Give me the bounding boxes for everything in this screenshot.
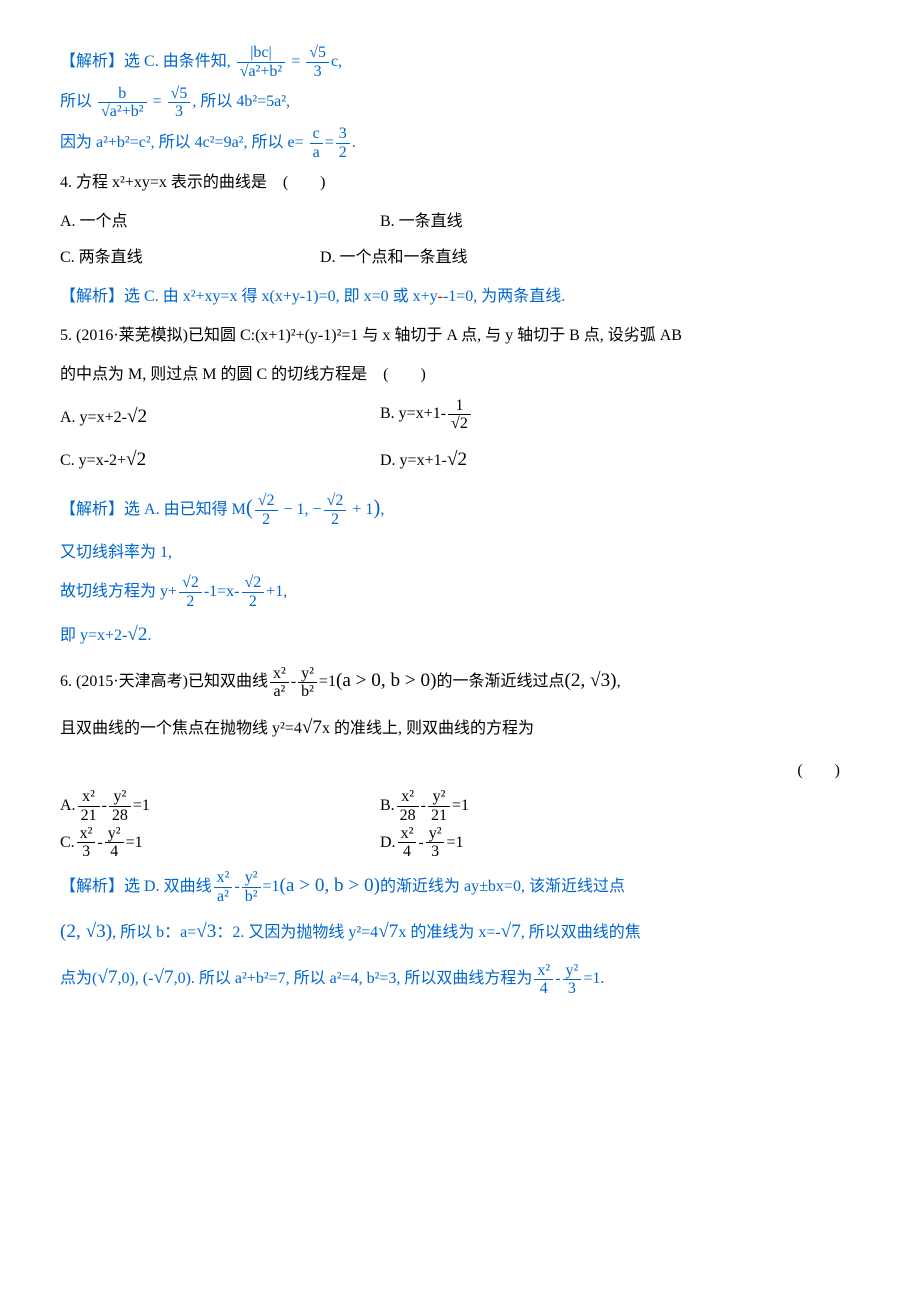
fraction: 32 xyxy=(336,125,350,161)
q5-options-row1: A. y=x+2-√2 B. y=x+1-1√2 xyxy=(60,396,860,438)
q6-solution-line3: 点为(√7,0), (-√7,0). 所以 a²+b²=7, 所以 a²=4, … xyxy=(60,957,860,999)
q4-solution: 【解析】选 C. 由 x²+xy=x 得 x(x+y-1)=0, 即 x=0 或… xyxy=(60,279,860,314)
fraction: ca xyxy=(310,125,323,161)
q5-solution-line2: 又切线斜率为 1, xyxy=(60,535,860,570)
fraction: √53 xyxy=(168,85,191,121)
q3-solution-line1: 【解析】选 C. 由条件知, |bc|√a²+b² = √53c, xyxy=(60,44,860,80)
fraction: b√a²+b² xyxy=(98,85,147,121)
q6-option-a: A.x²21-y²28=1 xyxy=(60,788,380,824)
q4-option-b: B. 一条直线 xyxy=(380,204,860,239)
q6-option-b: B.x²28-y²21=1 xyxy=(380,788,860,824)
q6-option-c: C.x²3-y²4=1 xyxy=(60,825,380,861)
q5-option-b: B. y=x+1-1√2 xyxy=(380,396,860,438)
solution-prefix: 【解析】 xyxy=(60,878,124,895)
q5-solution-line3: 故切线方程为 y+√22-1=x-√22+1, xyxy=(60,574,860,610)
q6-options-row2: C.x²3-y²4=1 D.x²4-y²3=1 xyxy=(60,825,860,861)
q5-options-row2: C. y=x-2+√2 D. y=x+1-√2 xyxy=(60,439,860,481)
q6-stem-line1: 6. (2015·天津高考)已知双曲线x²a²-y²b²=1(a > 0, b … xyxy=(60,660,860,702)
q6-solution-line1: 【解析】选 D. 双曲线x²a²-y²b²=1(a > 0, b > 0)的渐近… xyxy=(60,865,860,907)
q3-solution-line3: 因为 a²+b²=c², 所以 4c²=9a², 所以 e= ca=32. xyxy=(60,125,860,161)
q5-option-d: D. y=x+1-√2 xyxy=(380,439,860,481)
q5-solution-line1: 【解析】选 A. 由已知得 M(√22 − 1, −√22 + 1), xyxy=(60,485,860,531)
q5-option-a: A. y=x+2-√2 xyxy=(60,396,380,438)
q6-option-d: D.x²4-y²3=1 xyxy=(380,825,860,861)
q6-options-row1: A.x²21-y²28=1 B.x²28-y²21=1 xyxy=(60,788,860,824)
q3-solution-line2: 所以 b√a²+b² = √53, 所以 4b²=5a², xyxy=(60,84,860,120)
q5-option-c: C. y=x-2+√2 xyxy=(60,439,380,481)
q4-stem: 4. 方程 x²+xy=x 表示的曲线是 ( ) xyxy=(60,165,860,200)
q4-option-d: D. 一个点和一条直线 xyxy=(320,240,860,275)
solution-prefix: 【解析】 xyxy=(60,288,124,305)
fraction: |bc|√a²+b² xyxy=(237,44,286,80)
q5-stem-line2: 的中点为 M, 则过点 M 的圆 C 的切线方程是 ( ) xyxy=(60,357,860,392)
q6-solution-line2: (2, √3), 所以 b：a=√3：2. 又因为抛物线 y²=4√7x 的准线… xyxy=(60,911,860,953)
q4-option-a: A. 一个点 xyxy=(60,204,380,239)
q5-solution-line4: 即 y=x+2-√2. xyxy=(60,614,860,656)
q5-stem-line1: 5. (2016·莱芜模拟)已知圆 C:(x+1)²+(y-1)²=1 与 x … xyxy=(60,318,860,353)
solution-prefix: 【解析】 xyxy=(60,53,124,70)
q4-options-row1: A. 一个点 B. 一条直线 xyxy=(60,204,860,239)
q6-stem-line2: 且双曲线的一个焦点在抛物线 y²=4√7x 的准线上, 则双曲线的方程为 xyxy=(60,707,860,749)
q4-options-row2: C. 两条直线 D. 一个点和一条直线 xyxy=(60,240,860,275)
fraction: √53 xyxy=(306,44,329,80)
q4-option-c: C. 两条直线 xyxy=(60,240,320,275)
solution-prefix: 【解析】 xyxy=(60,501,124,518)
